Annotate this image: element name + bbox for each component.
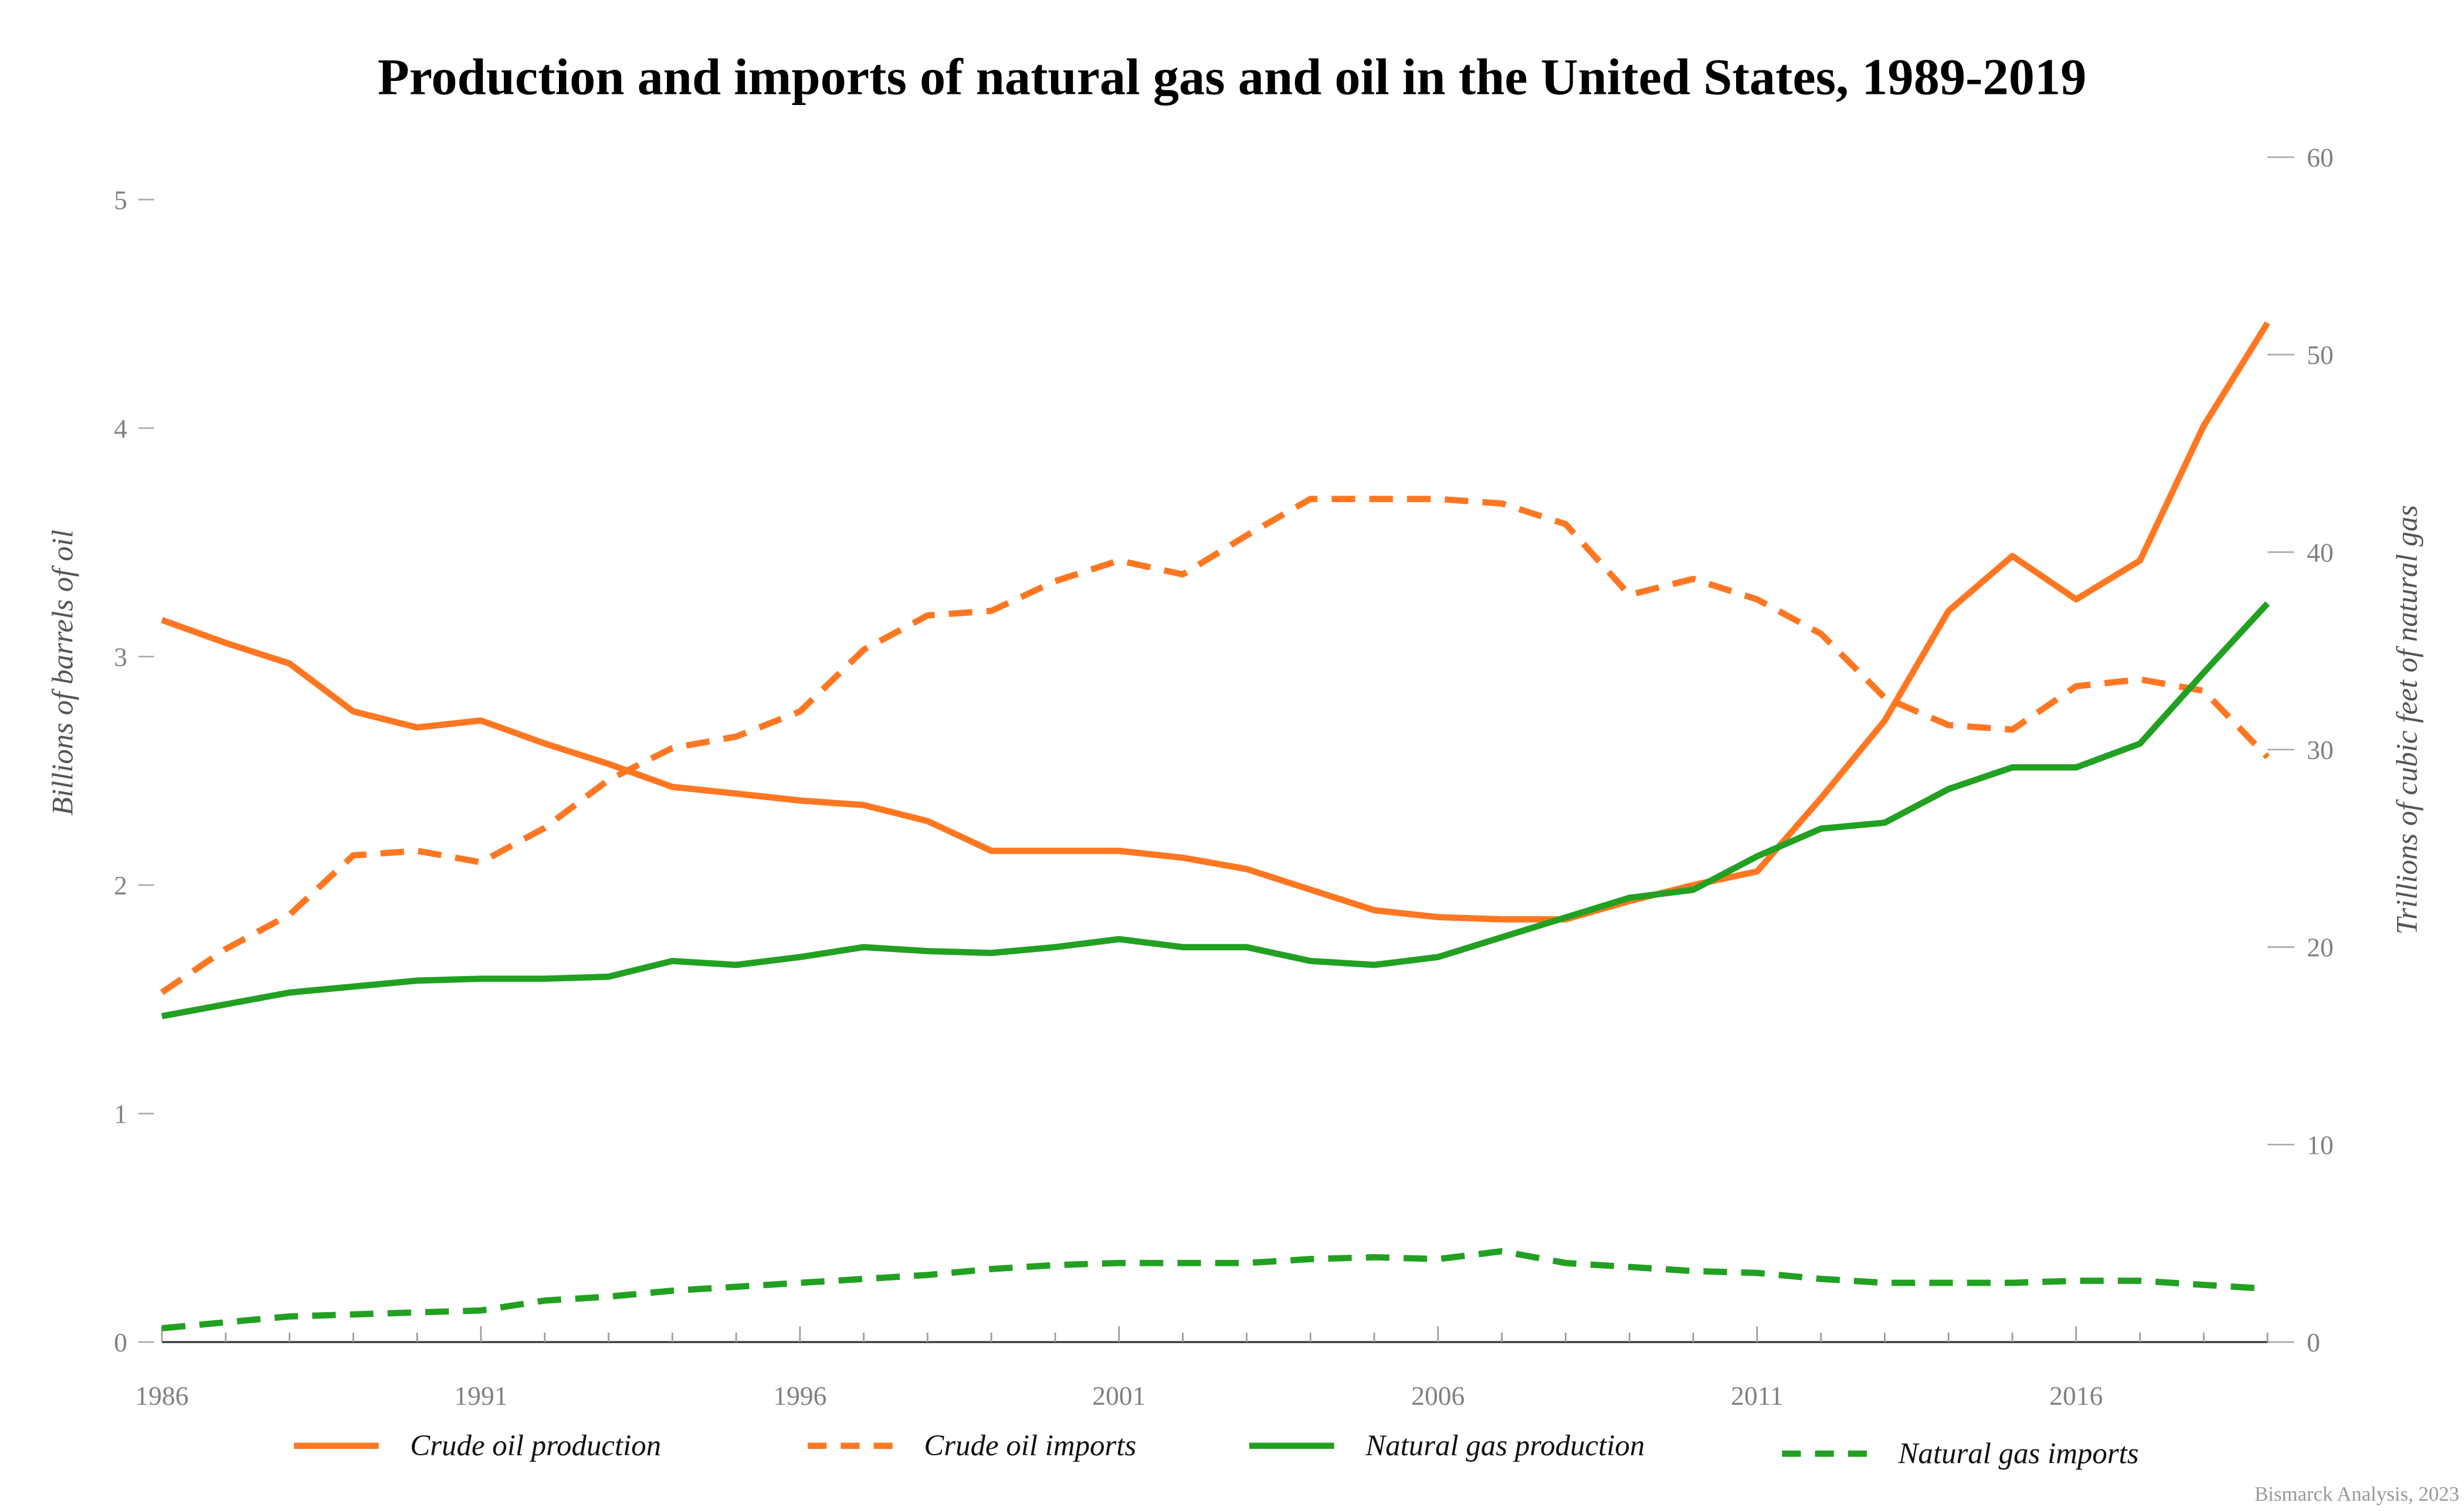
x-tick-label: 1986 — [135, 1381, 188, 1411]
x-tick-label: 1996 — [773, 1381, 826, 1411]
legend-item: Natural gas imports — [1782, 1437, 2139, 1470]
source-note: Bismarck Analysis, 2023 — [2255, 1483, 2459, 1506]
y-tick-label: 0 — [114, 1327, 127, 1357]
y2-tick-label: 10 — [2307, 1130, 2334, 1160]
y2-tick-label: 0 — [2307, 1327, 2320, 1357]
y-tick-label: 3 — [114, 642, 127, 672]
y2-tick-label: 50 — [2307, 340, 2334, 370]
legend-label: Crude oil production — [410, 1429, 661, 1462]
x-tick-label: 2006 — [1411, 1381, 1465, 1411]
y-axis-label: Billions of barrels of oil — [46, 530, 79, 815]
y2-tick-label: 20 — [2307, 933, 2334, 963]
y-tick-label: 5 — [114, 185, 127, 215]
y-tick-label: 1 — [114, 1099, 127, 1129]
y2-tick-label: 40 — [2307, 537, 2334, 567]
legend-item: Crude oil imports — [808, 1429, 1136, 1462]
series-line-natural-gas-production — [161, 601, 2270, 1019]
x-tick-label: 1991 — [454, 1381, 507, 1411]
y-tick-label: 4 — [114, 414, 127, 443]
series-line-crude-oil-production — [161, 321, 2270, 923]
x-tick-label: 2011 — [1731, 1381, 1783, 1411]
y2-tick-label: 60 — [2307, 143, 2334, 172]
y2-axis-label: Trillions of cubic feet of natural gas — [2391, 505, 2424, 934]
series-line-crude-oil-imports — [160, 496, 2270, 995]
chart-title: Production and imports of natural gas an… — [378, 49, 2087, 106]
legend-label: Crude oil imports — [924, 1429, 1136, 1462]
y2-tick-label: 30 — [2307, 735, 2334, 765]
series-line-natural-gas-imports — [161, 1248, 2268, 1332]
legend-label: Natural gas production — [1365, 1429, 1645, 1462]
legend-label: Natural gas imports — [1897, 1437, 2138, 1470]
legend-item: Natural gas production — [1249, 1429, 1645, 1462]
x-tick-label: 2001 — [1092, 1381, 1145, 1411]
x-tick-label: 2016 — [2049, 1381, 2103, 1411]
legend-item: Crude oil production — [294, 1429, 661, 1462]
y-tick-label: 2 — [114, 870, 127, 900]
